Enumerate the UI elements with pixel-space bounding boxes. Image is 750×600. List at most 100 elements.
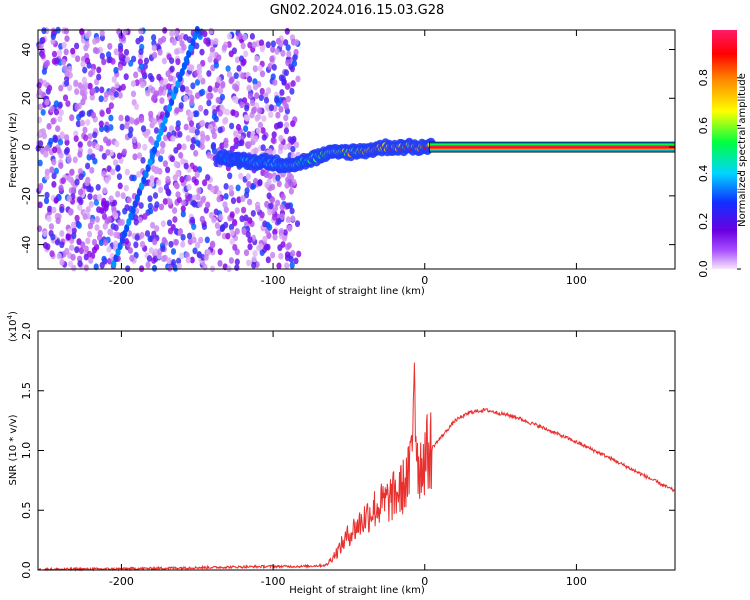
spectrogram-speckle [81,76,87,84]
spectrogram-speckle [191,236,197,244]
spectrogram-speckle [243,114,249,121]
spectrogram-speckle [98,239,104,247]
spectrogram-speckle [113,224,119,232]
spectrogram-speckle [247,217,253,224]
spectrogram-speckle [270,136,276,144]
spectrogram-speckle [161,236,167,244]
spectrogram-speckle [58,109,64,116]
spectrogram-speckle [275,111,281,119]
spectrogram-speckle [128,126,134,134]
spectrogram-speckle [77,151,83,158]
colorbar-tick-label: 0.4 [697,165,710,183]
spectrogram-speckle [257,121,264,129]
spectrogram-speckle [284,83,290,90]
spectrogram-speckle [103,91,110,98]
spectrogram-speckle [252,65,258,73]
spectrogram-speckle [55,217,61,225]
spectrogram-speckle [101,152,107,160]
spectrogram-speckle [227,172,233,180]
spectrogram-speckle [57,101,63,109]
spectrogram-speckle [66,195,72,203]
spectrogram-speckle [86,250,93,258]
spectrogram-chirp-point [139,182,145,191]
spectrogram-speckle [146,255,153,262]
spectrogram-speckle [276,262,282,270]
spectrogram-speckle [213,185,219,193]
spectrogram-speckle [290,152,296,160]
spectrogram-speckle [211,147,218,155]
spectrogram-speckle [138,35,144,43]
spectrogram-speckle [53,108,60,116]
spectrogram-speckle [284,251,291,258]
spectrogram-speckle [208,123,214,131]
spectrogram-speckle [51,206,57,214]
spectrogram-speckle [54,238,61,246]
spectrogram-speckle [62,94,69,102]
spectrogram-speckle [158,203,165,211]
spectrogram-speckle [175,120,181,127]
spectrogram-speckle [284,262,290,270]
spectrogram-speckle [198,236,204,244]
spectrogram-speckle [94,143,101,151]
spectrogram-speckle [253,177,259,185]
spectrogram-speckle [57,138,64,146]
spectrogram-speckle [44,168,50,176]
spectrogram-speckle [108,102,114,110]
spectrogram-speckle [119,123,125,131]
spectrogram-speckle [57,115,63,123]
spectrogram-speckle [87,222,93,230]
spectrogram-speckle [244,104,250,112]
spectrogram-x-tick-label: -200 [109,274,134,287]
spectrogram-speckle [171,38,177,46]
spectrogram-speckle [278,106,284,113]
spectrogram-speckle [280,49,286,57]
spectrogram-speckle [61,41,67,49]
spectrogram-speckle [94,216,100,223]
spectrogram-speckle [265,87,272,95]
spectrogram-speckle [76,222,82,229]
spectrogram-speckle [267,208,273,216]
spectrogram-speckle [224,108,230,116]
spectrogram-speckle [180,210,186,218]
spectrogram-speckle [162,198,168,205]
spectrogram-speckle [177,131,183,138]
spectrogram-speckle [252,250,258,257]
spectrogram-speckle [264,200,270,208]
spectrogram-speckle [41,132,48,140]
spectrogram-speckle [158,155,164,163]
spectrogram-speckle [244,187,250,195]
spectrogram-speckle [268,202,274,210]
spectrogram-speckle [81,94,88,101]
spectrogram-speckle [139,81,146,89]
spectrogram-chirp-point [115,248,121,257]
spectrogram-speckle [252,83,259,91]
spectrogram-speckle [219,142,225,150]
spectrogram-speckle [48,223,55,230]
spectrogram-speckle [220,82,226,89]
spectrogram-speckle [271,131,277,139]
spectrogram-speckle [165,70,171,78]
spectrogram-speckle [258,39,265,47]
spectrogram-speckle [208,27,214,35]
spectrogram-speckle [189,256,195,264]
spectrogram-speckle [188,126,194,134]
spectrogram-speckle [74,178,80,186]
spectrogram-speckle [197,73,203,81]
spectrogram-speckle [70,221,77,229]
spectrogram-speckle [247,243,253,251]
spectrogram-speckle [85,206,91,213]
spectrogram-speckle [173,160,179,168]
spectrogram-speckle [77,168,83,175]
spectrogram-speckle [160,141,166,149]
spectrogram-speckle [151,34,157,41]
spectrogram-speckle [236,65,242,72]
spectrogram-speckle [64,146,70,154]
spectrogram-speckle [117,91,123,99]
spectrogram-speckle [83,134,89,142]
spectrogram-speckle [259,70,266,78]
spectrogram-speckle [64,247,70,255]
spectrogram-speckle [214,81,220,89]
spectrogram-speckle [183,123,189,131]
spectrogram-speckle [177,229,183,237]
spectrogram-x-tick-label: 0 [421,274,428,287]
